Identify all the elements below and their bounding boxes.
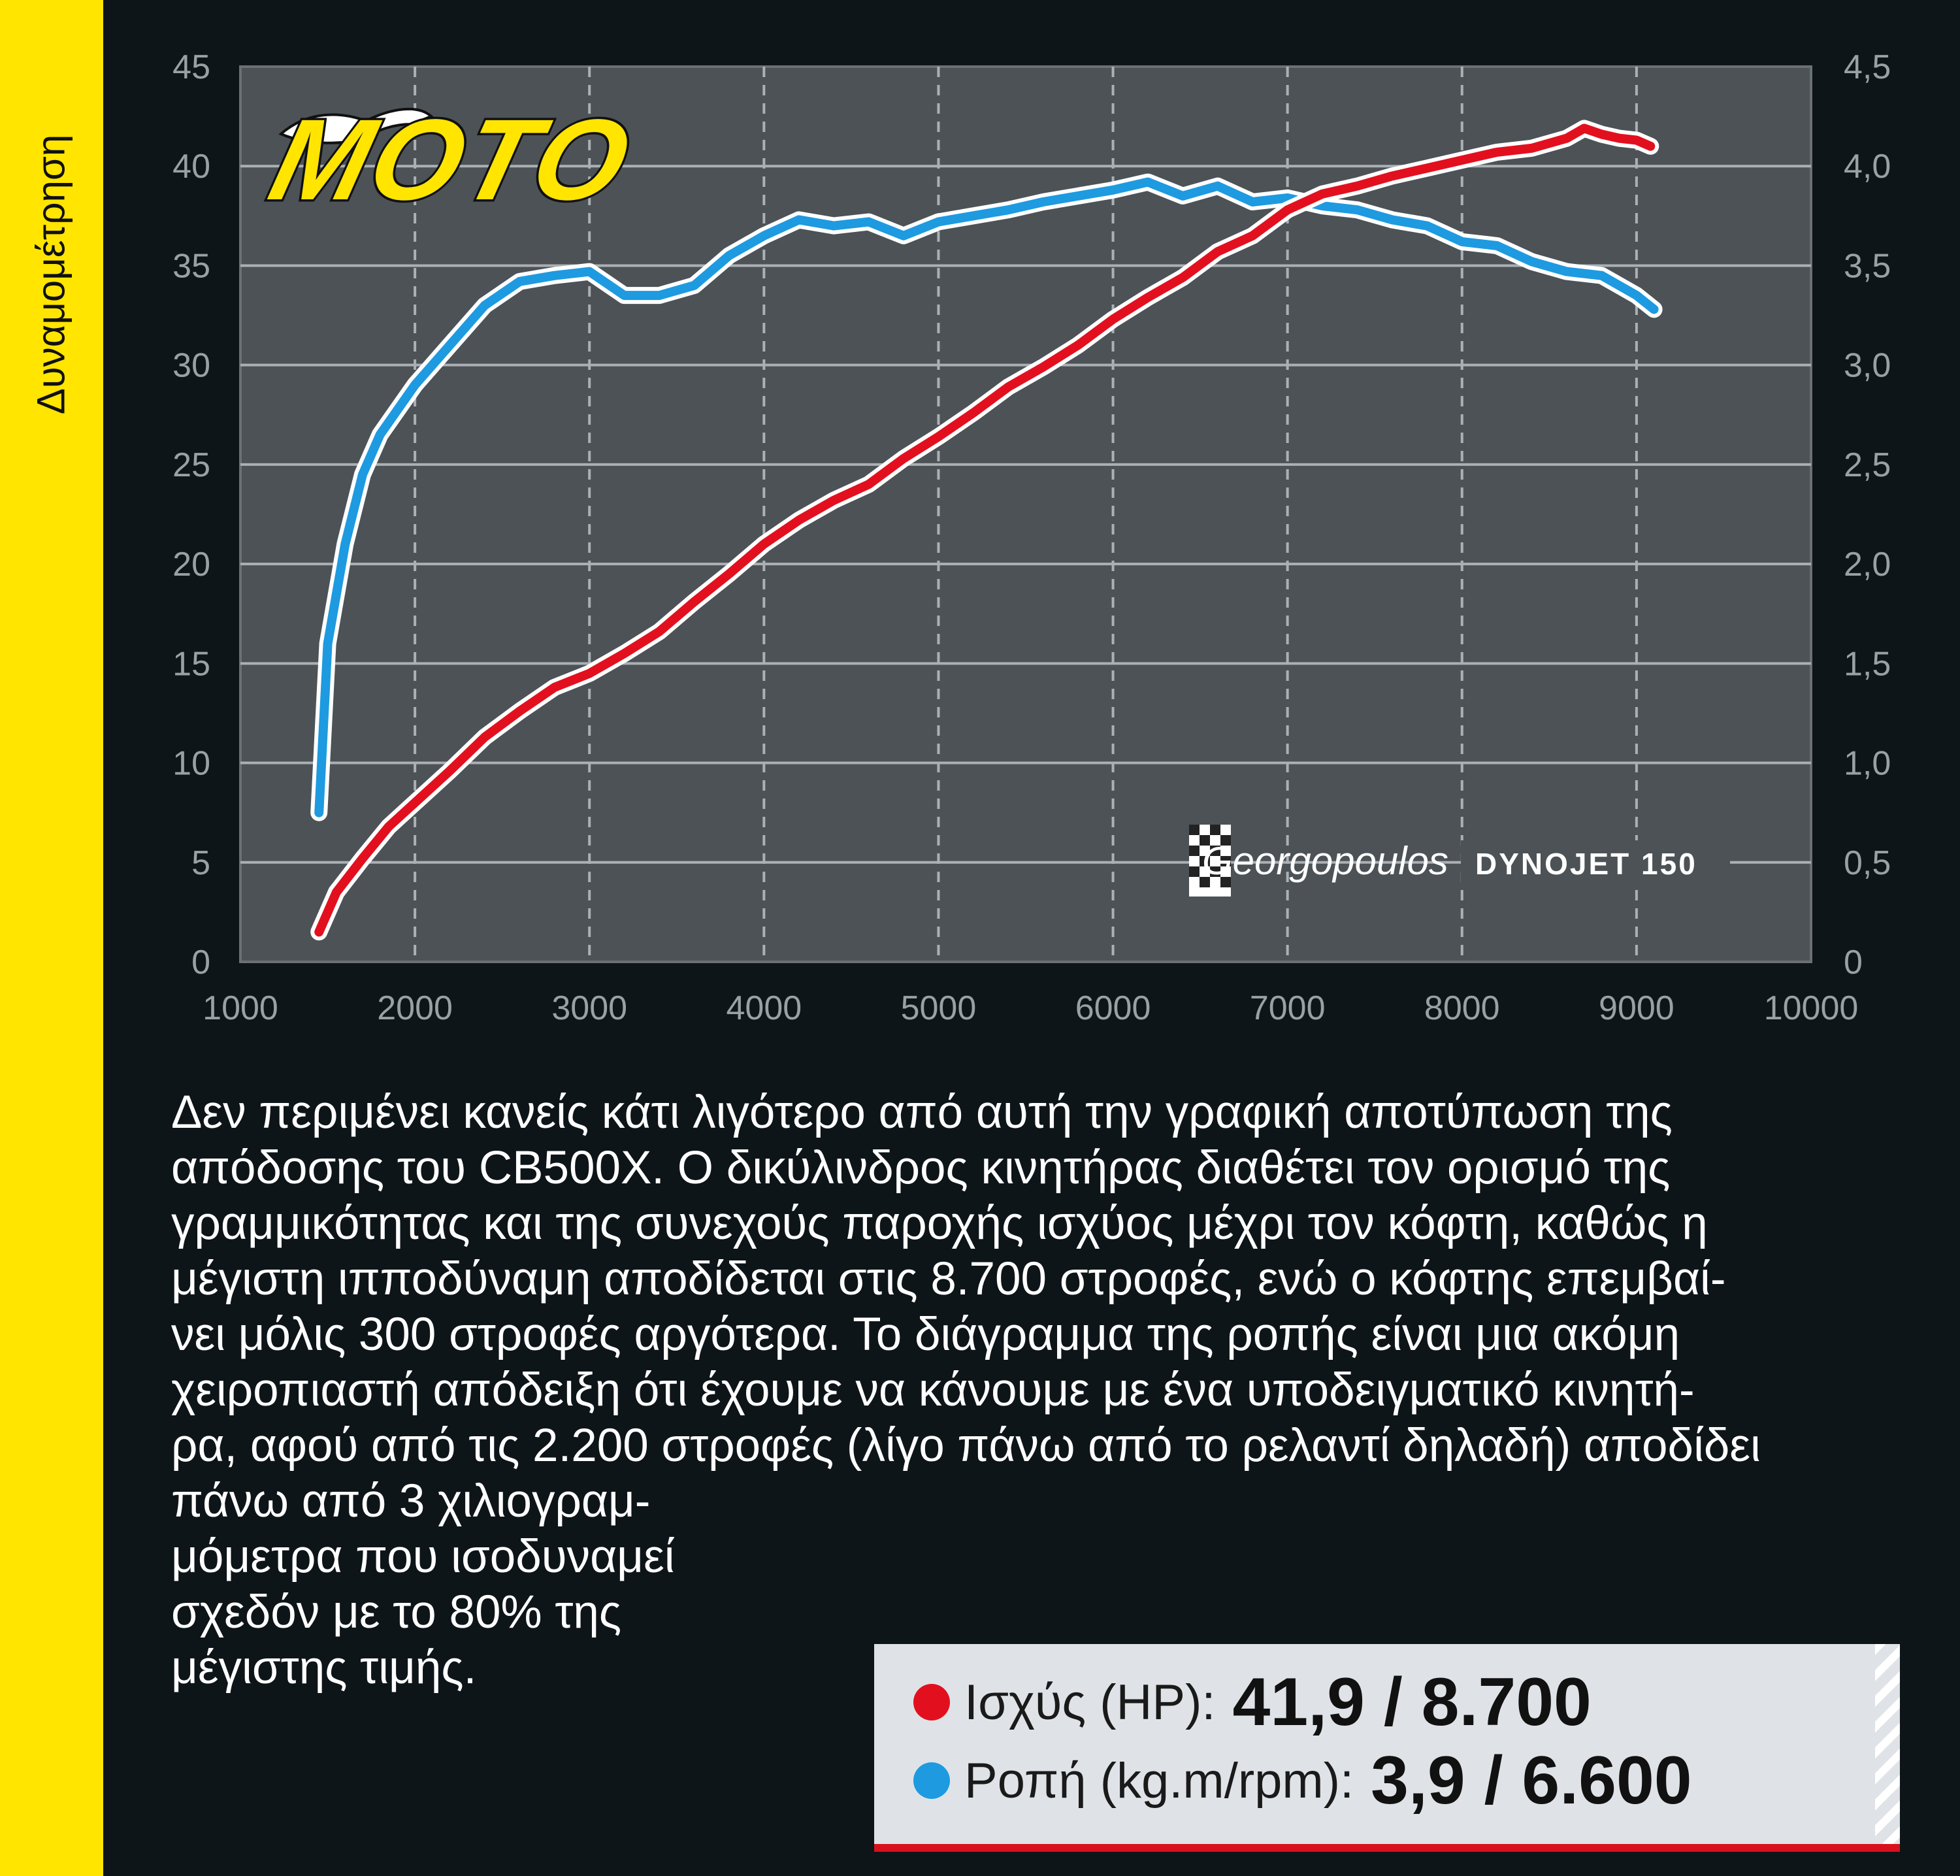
torque-line [314,177,1659,817]
y-right-tick-label: 2,5 [1844,446,1891,484]
x-tick-label: 5000 [901,989,977,1027]
y-left-tick-label: 5 [191,844,210,882]
eagle-icon [278,107,434,144]
x-tick-label: 9000 [1599,989,1674,1027]
stats-box-hatch [1875,1644,1900,1844]
description-line: απόδοσης του CB500X. Ο δικύλινδρος κινητ… [171,1142,1671,1194]
stats-box [874,1644,1900,1848]
torque-value: 3,9 / 6.600 [1371,1742,1692,1818]
power-line [314,123,1656,937]
y-right-tick-label: 0 [1844,944,1863,981]
y-left-tick-label: 35 [172,247,210,285]
y-left-tick-label: 30 [172,347,210,385]
x-ticks: 1000 2000 3000 4000 5000 6000 7000 8000 9000 1000… [203,989,1858,1027]
description-line: ρα, αφού από τις 2.200 στροφές (λίγο πάν… [171,1420,1761,1472]
description-line: μέγιστη ιπποδύναμη αποδίδεται στις 8.700… [171,1253,1726,1305]
y-right-ticks: 0 0,5 1,0 1,5 2,0 2,5 3,0 3,5 4,0 4,5 [1844,48,1891,981]
x-tick-label: 8000 [1424,989,1500,1027]
torque-stat: Ροπή (kg.m/rpm): 3,9 / 6.600 [913,1741,1692,1820]
plot-area [239,65,1812,963]
power-dot-icon [913,1684,950,1720]
y-left-tick-label: 25 [172,446,210,484]
description-text: Δεν περιμένει κανείς κάτι λιγότερο από α… [171,1085,1929,1696]
georgopoulos-watermark: Georgopoulos [1202,839,1448,883]
x-tick-label: 10000 [1764,989,1859,1027]
y-right-tick-label: 2,0 [1844,546,1891,584]
description-line: Δεν περιμένει κανείς κάτι λιγότερο από α… [171,1087,1673,1138]
y-right-tick-label: 4,5 [1844,48,1891,86]
watermark: Georgopoulos DYNOJET 150 [1189,825,1730,897]
description-line: νει μόλις 300 στροφές αργότερα. Το διάγρ… [171,1309,1680,1360]
description-line: μέγιστης τιμής. [171,1642,477,1694]
stats-box-underline [874,1844,1900,1852]
yellow-side-bar [0,0,103,1876]
x-tick-label: 1000 [203,989,278,1027]
y-right-tick-label: 1,0 [1844,745,1891,783]
dynojet-label: DYNOJET 150 [1475,847,1697,881]
torque-label: Ροπή (kg.m/rpm): [964,1753,1354,1809]
moto-logo: MOTO [257,93,647,226]
description-line: χειροπιαστή απόδειξη ότι έχουμε να κάνου… [171,1364,1695,1416]
y-left-tick-label: 15 [172,645,210,683]
y-right-tick-label: 4,0 [1844,148,1891,186]
x-tick-label: 4000 [726,989,802,1027]
power-stat: Ισχύς (HP): 41,9 / 8.700 [913,1663,1592,1741]
y-left-tick-label: 10 [172,745,210,783]
x-tick-label: 3000 [551,989,627,1027]
x-tick-label: 7000 [1250,989,1326,1027]
description-line: σχεδόν με το 80% της [171,1587,622,1638]
y-left-tick-label: 40 [172,148,210,186]
dyno-chart: 0 5 10 15 20 25 30 35 40 45 0 0,5 1,0 1,5 2,0 2,5 3,0 3,… [172,48,1891,1027]
series-lines [310,120,1663,941]
description-line: γραμμικότητας και της συνεχούς παροχής ι… [171,1198,1708,1249]
x-tick-label: 6000 [1075,989,1151,1027]
y-right-tick-label: 0,5 [1844,844,1891,882]
y-left-ticks: 0 5 10 15 20 25 30 35 40 45 [172,48,210,981]
y-right-tick-label: 3,5 [1844,247,1891,285]
power-label: Ισχύς (HP): [964,1674,1216,1730]
y-left-tick-label: 20 [172,546,210,584]
torque-dot-icon [913,1762,950,1799]
y-left-tick-label: 45 [172,48,210,86]
y-left-tick-label: 0 [191,944,210,981]
moto-logo-text: MOTO [259,95,644,223]
power-value: 41,9 / 8.700 [1232,1664,1592,1740]
x-tick-label: 2000 [377,989,453,1027]
y-right-tick-label: 1,5 [1844,645,1891,683]
description-line: πάνω από 3 χιλιογραμ- [171,1475,651,1527]
y-right-tick-label: 3,0 [1844,347,1891,385]
description-line: μόμετρα που ισοδυναμεί [171,1531,675,1583]
